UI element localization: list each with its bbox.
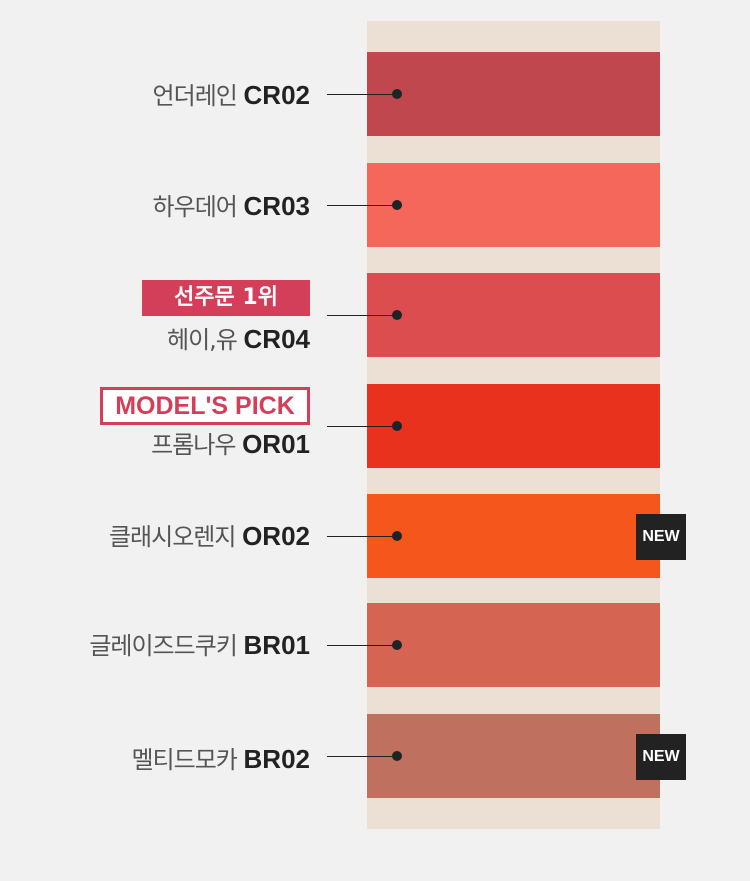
- pointer-line: [327, 205, 397, 206]
- shade-name: 글레이즈드쿠키: [89, 632, 238, 660]
- swatch-cr02: [367, 52, 660, 136]
- swatch-br02: [367, 714, 660, 798]
- shade-label: 하우데어 CR03: [153, 191, 310, 222]
- pointer-line: [327, 315, 397, 316]
- pointer-line: [327, 645, 397, 646]
- shade-code: OR02: [242, 521, 310, 551]
- swatch-br01: [367, 603, 660, 687]
- shade-name: 하우데어: [152, 193, 238, 221]
- shade-code: BR01: [243, 630, 310, 660]
- best-preorder-badge: 선주문 1위: [142, 280, 310, 316]
- pointer-dot: [392, 310, 402, 320]
- models-pick-badge: MODEL'S PICK: [100, 387, 310, 425]
- shade-code: BR02: [243, 744, 310, 774]
- new-badge: NEW: [636, 734, 686, 780]
- shade-label: 프롬나우 OR01: [151, 429, 310, 460]
- shade-code: CR03: [243, 191, 310, 221]
- pointer-dot: [392, 640, 402, 650]
- shade-code: CR02: [243, 80, 310, 110]
- shade-name: 클래시오렌지: [108, 523, 236, 551]
- shade-name: 멜티드모카: [131, 746, 237, 774]
- shade-name: 프롬나우: [151, 431, 236, 459]
- pointer-dot: [392, 200, 402, 210]
- pointer-line: [327, 536, 397, 537]
- pointer-dot: [392, 421, 402, 431]
- swatch-or01: [367, 384, 660, 468]
- pointer-dot: [392, 751, 402, 761]
- pointer-dot: [392, 531, 402, 541]
- shade-code: OR01: [242, 429, 310, 459]
- new-badge: NEW: [636, 514, 686, 560]
- pointer-line: [327, 94, 397, 95]
- pointer-line: [327, 426, 397, 427]
- shade-label: 글레이즈드쿠키 BR01: [89, 630, 310, 661]
- shade-name: 언더레인: [152, 82, 238, 110]
- swatch-cr04: [367, 273, 660, 357]
- shade-label: 헤이,유 CR04: [167, 324, 310, 355]
- swatch-cr03: [367, 163, 660, 247]
- swatch-or02: [367, 494, 660, 578]
- shade-name: 헤이,유: [167, 326, 238, 354]
- shade-code: CR04: [243, 324, 310, 354]
- shade-label: 언더레인 CR02: [153, 80, 310, 111]
- pointer-dot: [392, 89, 402, 99]
- shade-label: 클래시오렌지 OR02: [109, 521, 310, 552]
- pointer-line: [327, 756, 397, 757]
- shade-label: 멜티드모카 BR02: [131, 744, 310, 775]
